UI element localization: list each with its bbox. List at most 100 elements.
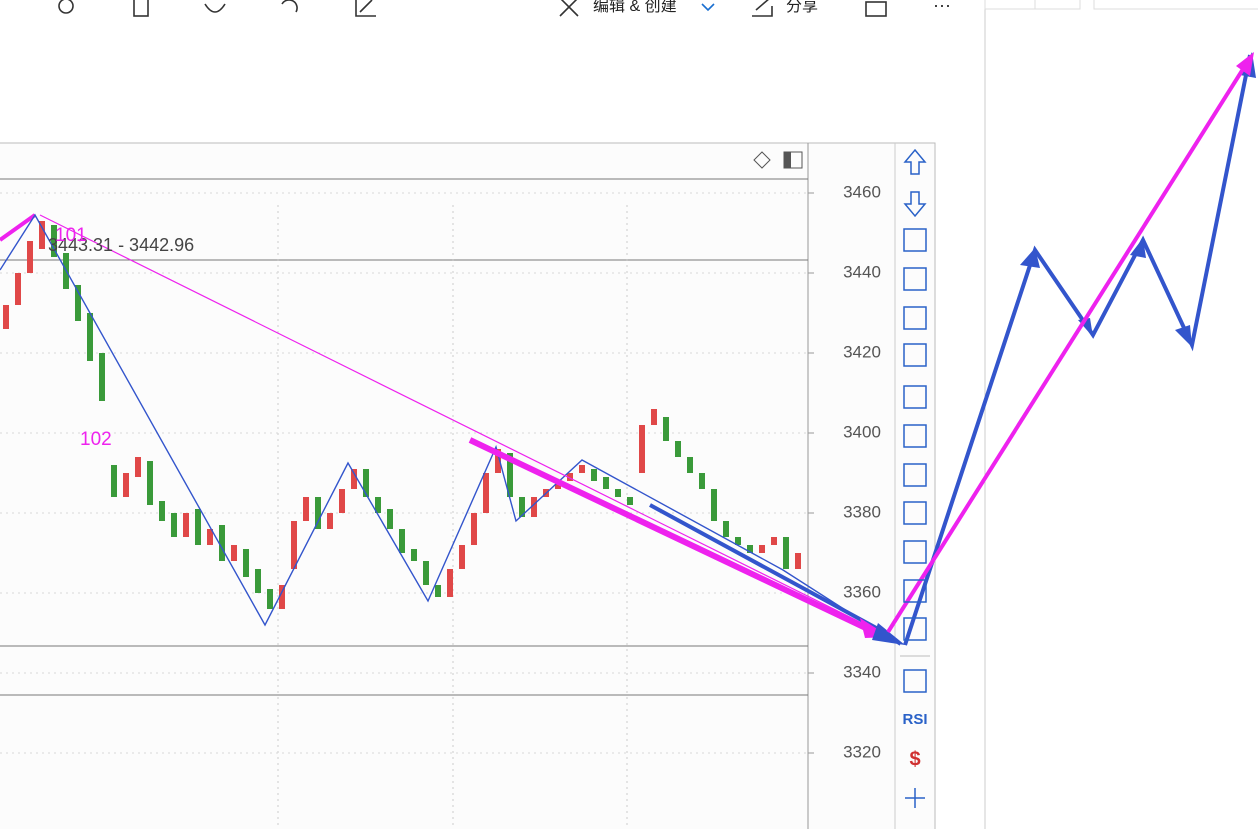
candle xyxy=(675,441,681,457)
tool-icon[interactable] xyxy=(903,267,927,291)
candle xyxy=(255,569,261,593)
candle xyxy=(99,353,105,401)
candle xyxy=(147,461,153,505)
candle xyxy=(459,545,465,569)
delete-icon[interactable] xyxy=(133,0,149,17)
candle xyxy=(615,489,621,497)
candle xyxy=(183,513,189,537)
trend-line xyxy=(0,213,37,242)
y-tick-label: 3420 xyxy=(843,342,881,361)
move-icon[interactable] xyxy=(905,788,925,808)
side-toolbar xyxy=(903,148,927,808)
candle xyxy=(267,589,273,609)
candle xyxy=(771,537,777,545)
candle xyxy=(159,501,165,521)
tool-icon[interactable] xyxy=(903,579,927,603)
favorite-icon[interactable] xyxy=(204,3,226,13)
candle xyxy=(495,449,501,473)
window-control xyxy=(1034,0,1081,10)
down-icon[interactable] xyxy=(903,191,927,218)
candle xyxy=(663,417,669,441)
arrow-head xyxy=(1236,52,1254,76)
tool-icon[interactable] xyxy=(903,424,927,448)
tool-icon[interactable] xyxy=(903,540,927,564)
more-button[interactable]: ··· xyxy=(933,0,951,15)
tool-icon[interactable] xyxy=(903,617,927,641)
candle xyxy=(291,521,297,569)
candle xyxy=(123,473,129,497)
arrow-head xyxy=(872,623,905,645)
candle xyxy=(243,549,249,577)
candle xyxy=(723,521,729,537)
tool-icon[interactable] xyxy=(903,669,927,693)
candle xyxy=(783,537,789,569)
candle xyxy=(27,241,33,273)
tool-icon[interactable] xyxy=(903,385,927,409)
y-tick-label: 3320 xyxy=(843,742,881,761)
dollar-icon[interactable]: $ xyxy=(909,748,920,770)
candle xyxy=(435,585,441,597)
wave-label: 101 xyxy=(55,225,87,246)
candle xyxy=(651,409,657,425)
rotate-icon[interactable] xyxy=(281,0,298,13)
up-icon[interactable] xyxy=(903,148,927,175)
candle xyxy=(483,473,489,513)
y-tick-label: 3360 xyxy=(843,582,881,601)
candle xyxy=(579,465,585,473)
candle xyxy=(627,497,633,505)
candle xyxy=(195,509,201,545)
trend-line xyxy=(39,214,881,633)
diamond-icon[interactable] xyxy=(753,151,771,169)
print-icon[interactable] xyxy=(865,1,887,17)
tool-icon[interactable] xyxy=(903,463,927,487)
panel-icon-fill xyxy=(784,152,791,168)
share-icon[interactable] xyxy=(752,0,773,17)
candle xyxy=(603,477,609,489)
candle xyxy=(39,221,45,249)
candle xyxy=(375,497,381,513)
tool-icon[interactable] xyxy=(903,228,927,252)
arrow-head xyxy=(1175,325,1192,347)
zoom-icon[interactable] xyxy=(58,0,74,14)
plot xyxy=(0,192,814,754)
crop-icon[interactable] xyxy=(355,0,376,17)
tool-icon[interactable] xyxy=(903,501,927,525)
y-tick-label: 3460 xyxy=(843,182,881,201)
candle xyxy=(711,489,717,521)
edit-icon[interactable] xyxy=(559,0,579,17)
candle xyxy=(423,561,429,585)
candle xyxy=(339,489,345,513)
candle xyxy=(567,473,573,481)
edit-button[interactable]: 编辑 & 创建 xyxy=(593,0,677,15)
tool-icon[interactable] xyxy=(903,343,927,367)
candle xyxy=(303,497,309,521)
candle xyxy=(687,457,693,473)
candle xyxy=(51,225,57,257)
candle xyxy=(399,529,405,553)
candle xyxy=(111,465,117,497)
candle xyxy=(471,513,477,545)
window-control xyxy=(1093,0,1258,10)
y-tick-label: 3340 xyxy=(843,662,881,681)
candle xyxy=(363,469,369,497)
chart-panel xyxy=(0,142,936,829)
share-button[interactable]: 分享 xyxy=(786,0,818,15)
y-tick-label: 3400 xyxy=(843,422,881,441)
arrow-head xyxy=(1130,238,1146,258)
candle xyxy=(3,305,9,329)
candle xyxy=(75,285,81,321)
dropdown-icon[interactable] xyxy=(701,3,715,12)
candle xyxy=(639,425,645,473)
candle xyxy=(327,513,333,529)
candle xyxy=(387,509,393,529)
y-tick-label: 3380 xyxy=(843,502,881,521)
candle xyxy=(279,585,285,609)
tool-icon[interactable] xyxy=(903,306,927,330)
zigzag-line xyxy=(0,213,901,646)
rsi-button[interactable]: RSI xyxy=(902,711,927,728)
candle xyxy=(411,549,417,561)
candle xyxy=(351,469,357,489)
trend-arrow xyxy=(468,437,872,633)
range-label: 3443.31 - 3442.96 xyxy=(48,235,194,255)
candle xyxy=(735,537,741,545)
